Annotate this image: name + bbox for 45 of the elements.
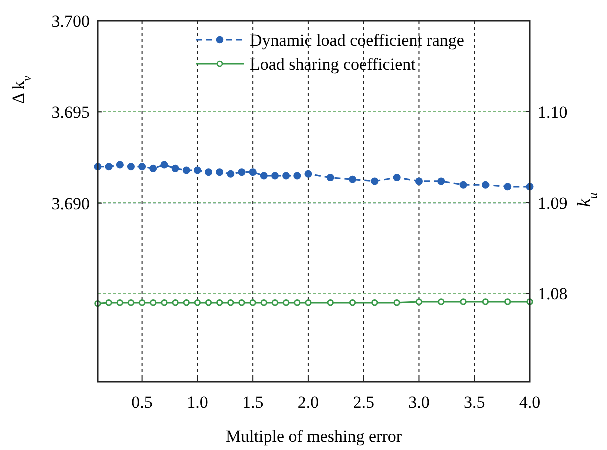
x-tick-label: 2.5 <box>353 393 374 412</box>
y-tick-label: 3.700 <box>52 12 90 31</box>
point <box>282 172 290 180</box>
point <box>150 164 158 172</box>
point <box>482 181 490 189</box>
point <box>194 166 202 174</box>
x-tick-label: 3.0 <box>408 393 430 412</box>
point <box>116 161 124 169</box>
point <box>304 170 312 178</box>
point <box>438 178 446 186</box>
x-tick-label: 2.0 <box>298 393 320 412</box>
y-tick-label: 3.695 <box>52 103 90 122</box>
x-tick-label: 1.5 <box>242 393 264 412</box>
point <box>172 164 180 172</box>
point <box>415 178 423 186</box>
x-tick-label: 4.0 <box>519 393 541 412</box>
x-tick-label: 3.5 <box>464 393 486 412</box>
point <box>349 176 357 184</box>
legend-label: Load sharing coefficient <box>250 54 416 74</box>
point <box>249 168 257 176</box>
point <box>294 172 302 180</box>
point <box>227 170 235 178</box>
x-tick-label: 0.5 <box>132 393 153 412</box>
point <box>271 172 279 180</box>
point <box>371 178 379 186</box>
point <box>216 168 224 176</box>
y2-tick-label: 1.09 <box>538 194 568 213</box>
point <box>182 166 190 174</box>
point <box>460 181 468 189</box>
point <box>393 174 401 182</box>
y2-tick-label: 1.08 <box>538 284 568 304</box>
point <box>160 161 168 169</box>
point <box>504 183 512 191</box>
point <box>326 174 334 182</box>
point <box>127 163 135 171</box>
point <box>238 168 246 176</box>
point <box>138 163 146 171</box>
point <box>105 163 113 171</box>
point <box>205 168 213 176</box>
point <box>260 172 268 180</box>
x-tick-label: 1.0 <box>187 393 208 412</box>
x-axis-title: Multiple of meshing error <box>226 427 402 446</box>
y2-tick-label: 1.10 <box>538 102 568 122</box>
legend-label: Dynamic load coefficient range <box>250 30 464 50</box>
y-tick-label: 3.690 <box>52 194 90 214</box>
